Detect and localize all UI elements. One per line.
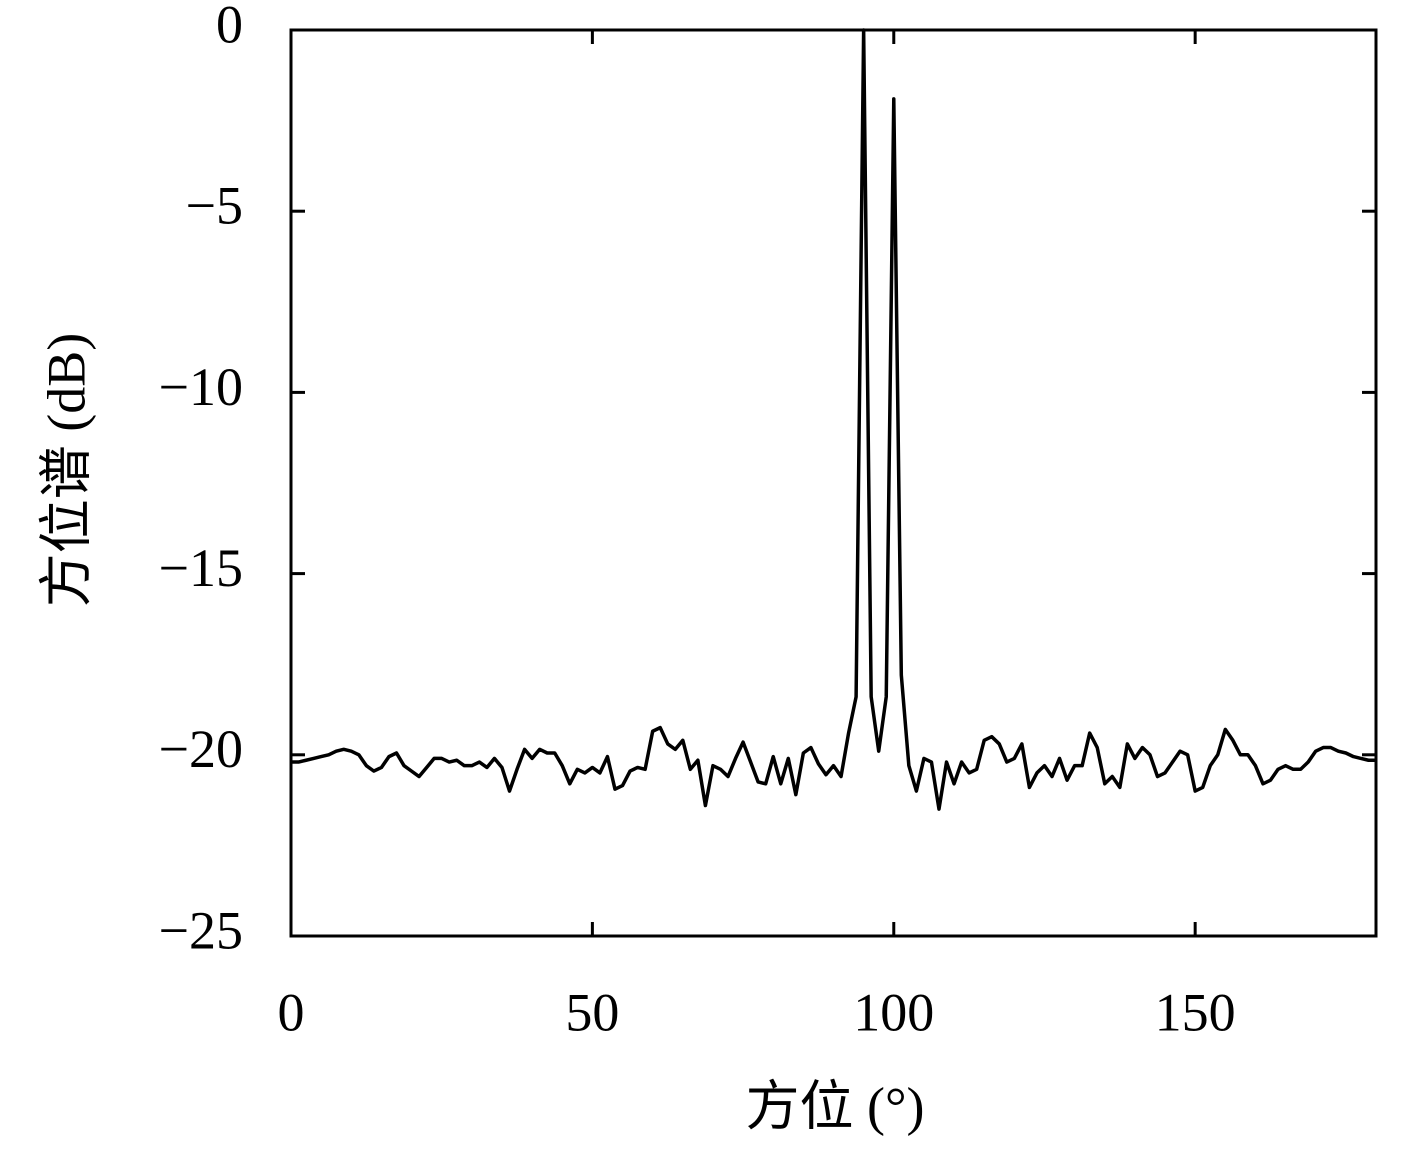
plot-frame	[289, 28, 1378, 938]
y-axis-label: 方位谱 (dB)	[36, 333, 96, 607]
y-tick-label: −20	[159, 719, 243, 779]
x-tick-label: 100	[853, 982, 934, 1042]
y-tick-label: −10	[159, 357, 243, 417]
data-line	[291, 28, 1376, 811]
y-tick-label: −15	[159, 538, 243, 598]
x-tick-label: 0	[278, 982, 305, 1042]
y-tick-label: −25	[159, 900, 243, 960]
y-tick-label: 0	[216, 0, 243, 54]
x-tick-label: 50	[565, 982, 619, 1042]
x-axis-label: 方位 (°)	[745, 1076, 924, 1136]
x-tick-label: 150	[1155, 982, 1236, 1042]
y-tick-label: −5	[186, 176, 243, 236]
